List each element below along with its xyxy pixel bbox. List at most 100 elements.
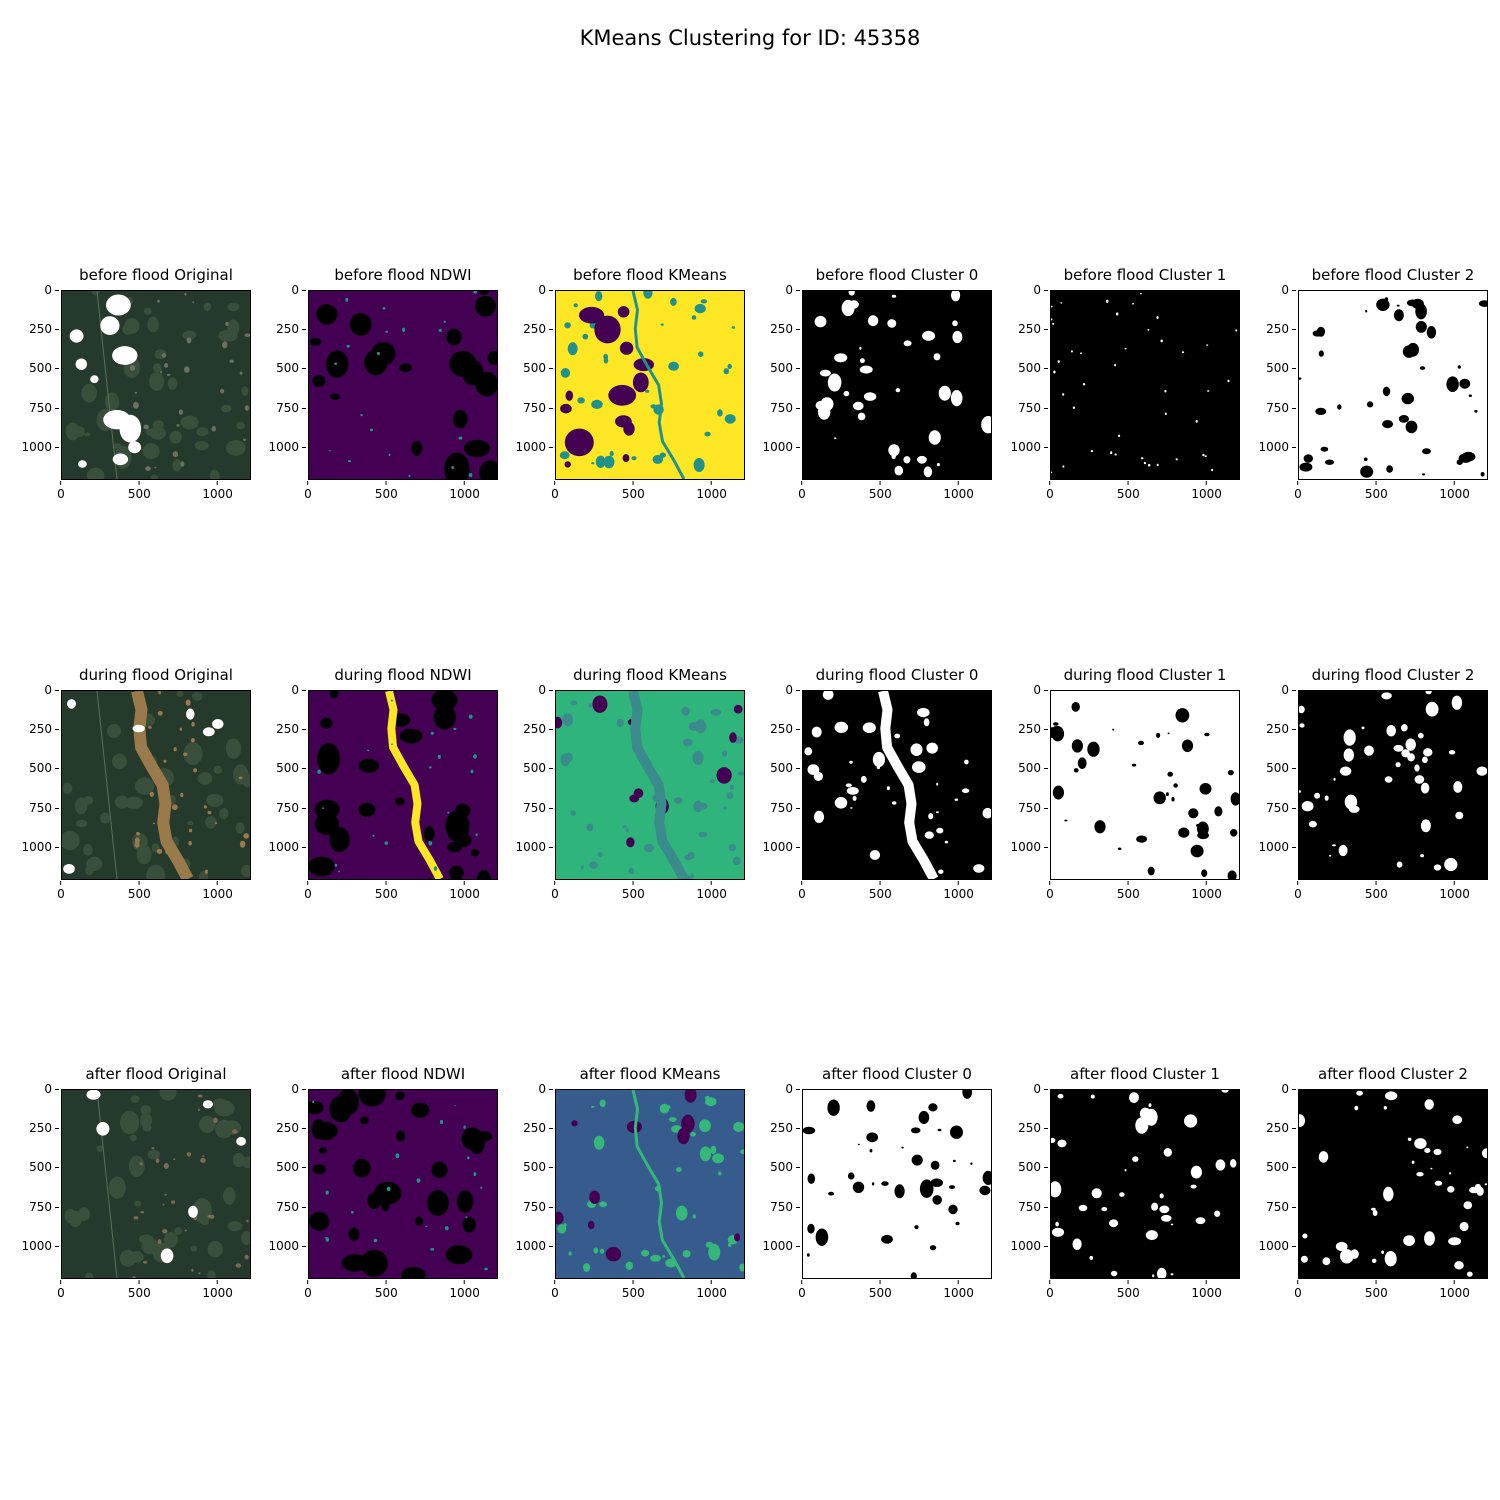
y-tick-label: 750 (523, 1200, 553, 1214)
x-tick-label: 0 (1046, 481, 1054, 501)
image-blob (78, 460, 87, 468)
image-blob (1117, 847, 1122, 851)
image-blob (1139, 1107, 1151, 1120)
image-blob (1175, 708, 1190, 723)
image-blob (1072, 1238, 1082, 1250)
image-blob (103, 410, 131, 430)
subplot-title: after flood KMeans (579, 1065, 721, 1083)
image-plot (61, 1089, 251, 1279)
image-blob (1314, 792, 1321, 799)
image-blob (197, 1094, 203, 1098)
image-blob (483, 465, 497, 476)
image-blob (312, 1164, 326, 1175)
image-blob (807, 1173, 816, 1184)
image-blob (876, 766, 881, 770)
image-blob (1415, 303, 1427, 320)
x-tick-label: 0 (304, 881, 312, 901)
x-tick-label: 1000 (202, 1280, 233, 1300)
image-blob (336, 1090, 360, 1115)
image-blob (100, 812, 111, 824)
image-blob (1094, 820, 1106, 834)
image-blob (852, 1181, 865, 1193)
image-blob (197, 772, 213, 785)
image-blob (670, 297, 677, 306)
image-blob (136, 832, 140, 836)
image-background (1051, 291, 1239, 479)
image-blob (1448, 750, 1456, 755)
image-blob (1376, 298, 1390, 311)
image-blob (595, 455, 606, 468)
image-blob (622, 454, 630, 463)
y-tick-label: 0 (785, 683, 800, 697)
image-canvas (309, 691, 497, 879)
image-blob (163, 1231, 178, 1248)
image-blob (133, 1216, 139, 1220)
y-tick-label: 250 (1266, 722, 1296, 736)
y-tick-label: 750 (276, 1200, 306, 1214)
y-tick-label: 0 (785, 283, 800, 297)
image-blob (415, 1216, 424, 1226)
image-blob (317, 743, 341, 775)
image-blob (1393, 744, 1404, 752)
image-blob (1062, 465, 1065, 468)
image-blob (202, 727, 215, 737)
image-blob (827, 373, 842, 392)
y-tick-label: 750 (276, 801, 306, 815)
image-blob (81, 383, 97, 403)
image-blob (622, 825, 627, 829)
image-blob (982, 807, 991, 819)
image-blob (112, 443, 122, 450)
image-blob (1385, 1091, 1398, 1101)
y-tick-label: 500 (276, 361, 306, 375)
image-plot (802, 290, 992, 480)
y-tick-label: 500 (29, 761, 59, 775)
y-tick-label: 500 (276, 761, 306, 775)
image-blob (1131, 763, 1137, 767)
image-blob (106, 294, 131, 316)
image-blob (818, 404, 831, 420)
image-blob (716, 767, 732, 784)
image-blob (712, 1153, 724, 1164)
image-blob (866, 1132, 879, 1143)
image-canvas (556, 291, 744, 479)
image-blob (147, 316, 159, 333)
image-blob (204, 869, 208, 874)
image-blob (1299, 705, 1305, 714)
y-tick-label: 500 (523, 761, 553, 775)
image-blob (452, 409, 468, 429)
image-blob (1136, 835, 1148, 843)
image-blob (1145, 1230, 1158, 1241)
image-blob (1167, 732, 1170, 735)
image-river (385, 691, 444, 879)
image-blob (203, 302, 212, 312)
image-blob (1057, 1093, 1064, 1099)
y-tick-label: 750 (770, 401, 800, 415)
image-blob (1387, 1190, 1393, 1198)
y-tick-label: 250 (276, 322, 306, 336)
image-blob (192, 1198, 212, 1224)
image-blob (185, 699, 191, 706)
image-blob (152, 822, 156, 825)
image-blob (130, 1134, 137, 1142)
image-canvas (1051, 1090, 1239, 1278)
image-blob (1171, 796, 1175, 802)
image-blob (188, 1205, 198, 1218)
image-blob (382, 307, 386, 310)
image-blob (591, 1105, 595, 1108)
y-tick-label: 750 (29, 801, 59, 815)
image-blob (1411, 1160, 1415, 1164)
image-blob (891, 294, 897, 298)
image-blob (722, 806, 727, 810)
y-tick-label: 1000 (1258, 440, 1296, 454)
y-tick-label: 250 (276, 722, 306, 736)
image-blob (732, 856, 741, 866)
y-tick-label: 250 (29, 722, 59, 736)
image-blob (1333, 777, 1336, 781)
x-tick-label: 500 (128, 881, 151, 901)
image-blob (205, 816, 217, 829)
image-blob (1164, 389, 1167, 393)
image-blob (395, 1091, 405, 1101)
image-blob (834, 437, 837, 439)
y-tick-label: 0 (538, 1082, 553, 1096)
image-blob (1227, 870, 1237, 879)
